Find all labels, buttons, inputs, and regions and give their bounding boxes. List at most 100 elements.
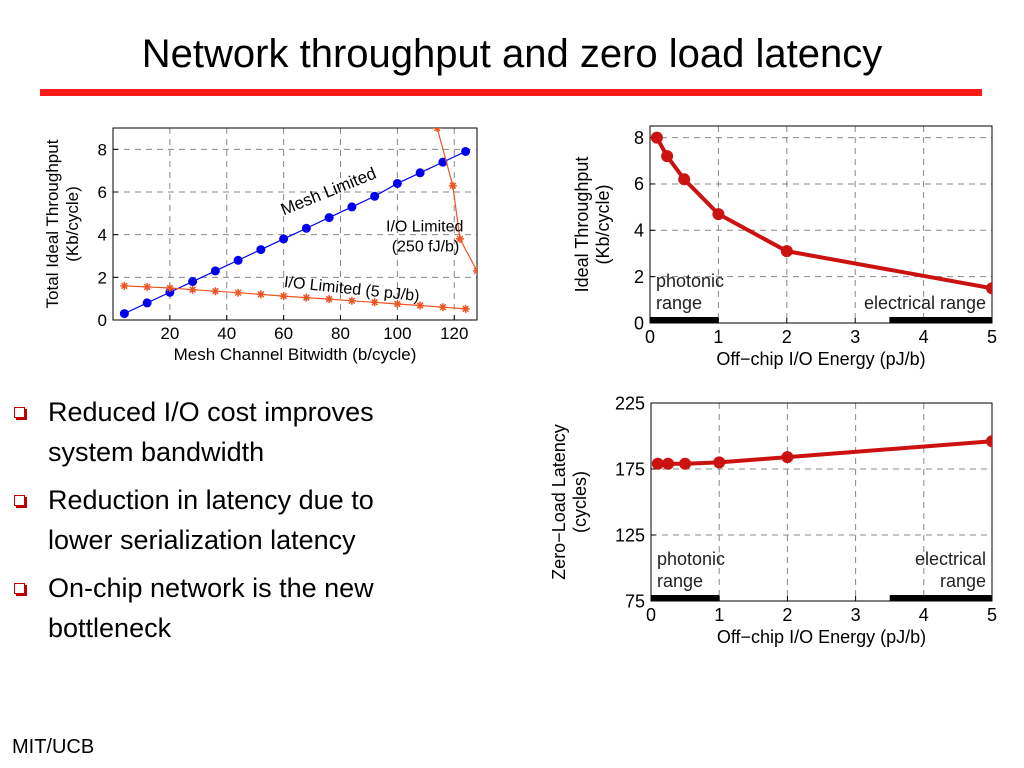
data-point-marker xyxy=(256,290,265,299)
y-tick-label: 4 xyxy=(634,221,644,241)
data-point-marker xyxy=(301,223,311,233)
title-underline xyxy=(40,89,982,96)
x-tick-label: 4 xyxy=(919,605,929,625)
range-label: electrical xyxy=(915,549,986,569)
bullet-item: Reduction in latency due to lower serial… xyxy=(12,480,482,560)
data-point-marker xyxy=(678,173,691,186)
data-point-marker xyxy=(455,234,464,243)
series-group xyxy=(119,128,477,319)
data-point-marker xyxy=(256,245,266,255)
data-point-marker xyxy=(347,296,356,305)
y-axis-label: Ideal Throughput xyxy=(572,157,592,293)
y-axis-label: (Kb/cycle) xyxy=(593,184,613,264)
bullet-line: system bandwidth xyxy=(48,437,265,467)
x-axis-label: Mesh Channel Bitwidth (b/cycle) xyxy=(174,345,417,364)
series-line xyxy=(124,150,466,315)
data-point-marker xyxy=(370,298,379,307)
range-label: electrical range xyxy=(864,293,986,313)
data-point-marker xyxy=(165,284,174,292)
y-tick-label: 75 xyxy=(625,591,645,611)
x-tick-label: 120 xyxy=(440,324,468,343)
data-point-marker xyxy=(986,282,992,295)
data-point-marker xyxy=(302,293,311,302)
data-point-marker xyxy=(473,266,477,275)
y-tick-label: 125 xyxy=(615,525,645,545)
x-tick-label: 0 xyxy=(646,605,656,625)
range-bar xyxy=(650,317,719,323)
data-point-marker xyxy=(279,292,288,301)
range-label: photonic xyxy=(657,549,725,569)
data-point-marker xyxy=(461,304,470,313)
x-tick-label: 60 xyxy=(274,324,293,343)
annotation-io-limited-250-value: (250 fJ/b) xyxy=(392,239,460,256)
range-label: range xyxy=(657,571,703,591)
chart-throughput-vs-energy: 0 1 2 3 4 5 0 2 4 6 8 Off−chip I/O Energy (pJ/b) Ide… xyxy=(572,125,997,369)
data-point-marker xyxy=(679,457,692,470)
data-point-marker xyxy=(211,287,220,296)
data-point-marker xyxy=(143,282,152,291)
y-tick-label: 6 xyxy=(634,174,644,194)
series-line xyxy=(436,128,477,272)
data-point-marker xyxy=(438,157,448,167)
range-bar xyxy=(651,595,720,601)
range-label: range xyxy=(656,293,702,313)
plot-frame xyxy=(112,127,478,321)
series-group xyxy=(650,131,992,295)
data-point-marker xyxy=(324,213,334,223)
slide-title: Network throughput and zero load latency xyxy=(141,32,883,76)
data-point-marker xyxy=(210,266,220,276)
bullet-item: Reduced I/O cost improves system bandwid… xyxy=(12,392,482,472)
chart-throughput-vs-bitwidth: 20 40 60 80 100 120 0 2 4 6 8 Mesh Channel Bitwidth… xyxy=(43,127,478,364)
x-tick-label: 100 xyxy=(383,324,411,343)
data-point-marker xyxy=(651,457,664,470)
y-tick-label: 175 xyxy=(615,459,645,479)
data-point-marker xyxy=(712,208,725,221)
data-point-marker xyxy=(780,245,793,258)
data-point-marker xyxy=(119,309,129,319)
data-point-marker xyxy=(142,298,152,308)
data-point-marker xyxy=(233,255,243,265)
bullet-line: bottleneck xyxy=(48,613,172,643)
hollow-square-bullet-icon xyxy=(14,407,25,418)
data-point-marker xyxy=(986,435,992,448)
data-point-marker xyxy=(713,456,726,469)
annotation-io-limited-250: I/O Limited xyxy=(386,218,463,235)
x-tick-label: 2 xyxy=(782,605,792,625)
series-line xyxy=(657,439,992,466)
data-point-marker xyxy=(461,146,471,156)
data-point-marker xyxy=(661,150,674,163)
data-point-marker xyxy=(120,281,129,290)
x-tick-label: 1 xyxy=(713,327,723,347)
y-tick-label: 0 xyxy=(98,311,107,330)
x-tick-label: 5 xyxy=(987,605,997,625)
y-axis-label: (Kb/cycle) xyxy=(63,186,82,262)
data-point-marker xyxy=(188,277,198,287)
chart-latency-vs-energy: 0 1 2 3 4 5 75 125 175 225 Off−chip I/O Energy (pJ… xyxy=(549,393,997,647)
bullet-item: On-chip network is the new bottleneck xyxy=(12,568,482,648)
hollow-square-bullet-icon xyxy=(14,583,25,594)
data-point-marker xyxy=(650,131,663,144)
data-point-marker xyxy=(347,202,357,212)
y-tick-label: 8 xyxy=(98,140,107,159)
y-tick-label: 8 xyxy=(634,128,644,148)
data-point-marker xyxy=(234,288,243,297)
x-axis-label: Off−chip I/O Energy (pJ/b) xyxy=(717,627,926,647)
data-point-marker xyxy=(448,181,457,190)
data-point-marker xyxy=(662,457,675,470)
y-tick-label: 2 xyxy=(634,267,644,287)
bullet-line: Reduction in latency due to xyxy=(48,485,374,515)
x-tick-label: 3 xyxy=(851,605,861,625)
y-tick-label: 6 xyxy=(98,183,107,202)
data-point-marker xyxy=(416,301,425,310)
series-line xyxy=(655,136,992,291)
x-tick-label: 5 xyxy=(987,327,997,347)
series-line xyxy=(124,285,466,310)
x-tick-label: 80 xyxy=(331,324,350,343)
bullet-line: On-chip network is the new xyxy=(48,573,374,603)
data-point-marker xyxy=(370,191,380,201)
x-tick-label: 40 xyxy=(217,324,236,343)
x-tick-label: 0 xyxy=(645,327,655,347)
plot-frame xyxy=(650,402,993,602)
footer-affiliation: MIT/UCB xyxy=(12,736,95,758)
y-tick-label: 2 xyxy=(98,268,107,287)
